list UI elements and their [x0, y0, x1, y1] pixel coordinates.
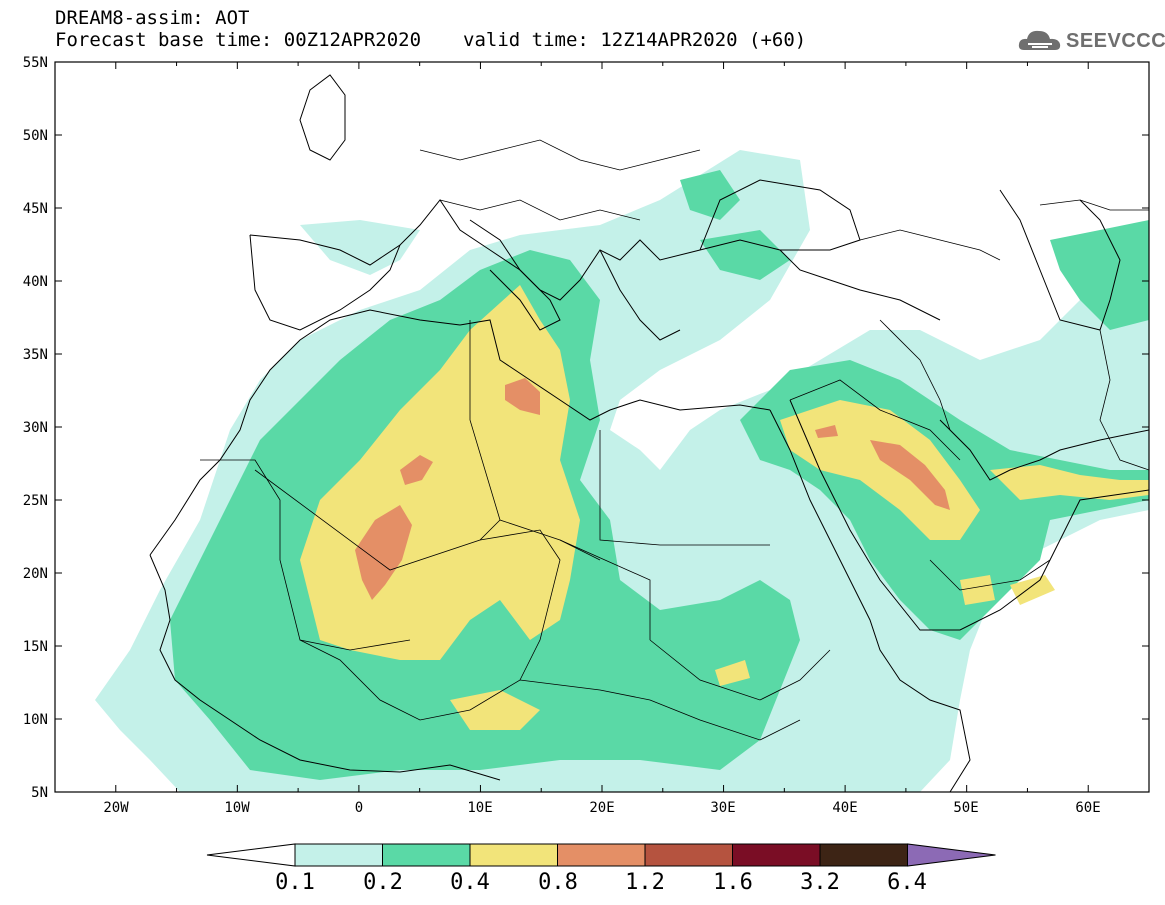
lon-label: 10E: [467, 800, 492, 816]
border-algeria-libya: [469, 320, 601, 561]
border-europe-a: [419, 139, 701, 171]
country-borders: [200, 139, 1149, 741]
aot-medium-balkans: [680, 170, 740, 220]
colorbar-swatch: [819, 843, 908, 867]
aot-field: [55, 62, 1149, 792]
valid-time: valid time: 12Z14APR2020 (+60): [463, 29, 807, 51]
lon-label: 30E: [710, 800, 735, 816]
coast-north-africa: [459, 319, 771, 421]
aot-high-mali: [450, 690, 540, 730]
border-caucasus: [859, 229, 1001, 261]
aot-peak-algeria-north: [400, 455, 433, 485]
aot-light-europe: [300, 220, 420, 275]
coast-arabia: [789, 399, 1149, 631]
colorbar-label: 0.4: [450, 870, 490, 895]
border-europe-b: [439, 199, 641, 221]
border-algeria-mali: [254, 469, 501, 571]
coast-northwest-africa: [149, 309, 461, 556]
aot-peak-syria: [815, 425, 838, 438]
lat-label: 20N: [23, 566, 48, 582]
lon-label: 20W: [103, 800, 129, 816]
coast-italy: [469, 219, 561, 331]
map-title: DREAM8-assim: AOT: [55, 7, 250, 29]
coast-britain: [299, 74, 346, 161]
colorbar-label: 6.4: [887, 870, 927, 895]
lon-label: 40E: [832, 800, 857, 816]
lat-label: 50N: [23, 128, 48, 144]
border-egypt: [599, 430, 770, 546]
time-info: Forecast base time: 00Z12APR2020 valid ti…: [55, 30, 806, 50]
lat-label: 55N: [23, 55, 48, 71]
colorbar-under-triangle: [206, 843, 296, 867]
coast-gulf: [939, 419, 1149, 481]
colorbar-over-triangle: [907, 843, 996, 867]
coastlines: [149, 74, 1149, 792]
aot-peak-algeria-south: [355, 505, 412, 600]
coast-west-africa: [149, 554, 501, 781]
colorbar-label: 1.6: [713, 870, 753, 895]
lat-label: 35N: [23, 347, 48, 363]
lon-label: 0: [355, 800, 363, 816]
colorbar-label: 1.2: [625, 870, 665, 895]
coast-red-sea: [769, 409, 971, 792]
colorbar: [206, 843, 996, 867]
base-time: Forecast base time: 00Z12APR2020: [55, 29, 422, 51]
cloud-icon: [1018, 30, 1061, 50]
colorbar-swatch: [382, 843, 471, 867]
colorbar-label: 3.2: [800, 870, 840, 895]
lon-label: 50E: [953, 800, 978, 816]
lat-label: 30N: [23, 420, 48, 436]
seevccc-logo: SEEVCCC: [1018, 26, 1165, 56]
colorbar-swatch: [294, 843, 383, 867]
lat-label: 15N: [23, 639, 48, 655]
border-libya-chad: [559, 539, 651, 640]
colorbar-label: 0.2: [363, 870, 403, 895]
border-saudi-south: [929, 559, 1051, 591]
aot-peak-libya: [505, 378, 540, 415]
axis-ticks: [54, 61, 1150, 793]
lon-label: 60E: [1075, 800, 1100, 816]
colorbar-label: 0.1: [275, 870, 315, 895]
border-sudan: [649, 639, 831, 701]
lon-label: 20E: [589, 800, 614, 816]
border-kazakhstan: [1039, 199, 1149, 211]
colorbar-swatch: [557, 843, 646, 867]
border-saudi-north: [789, 379, 961, 461]
border-mauritania: [200, 459, 411, 651]
colorbar-swatch: [732, 843, 821, 867]
aot-high-gulf: [990, 465, 1149, 500]
lat-label: 45N: [23, 201, 48, 217]
colorbar-swatch: [469, 843, 558, 867]
colorbar-label: 0.8: [538, 870, 578, 895]
aot-medium-caspian: [1050, 220, 1149, 330]
aot-high-chad: [715, 660, 750, 686]
lat-label: 10N: [23, 712, 48, 728]
border-sahel: [299, 639, 801, 741]
colorbar-swatch: [644, 843, 733, 867]
lat-label: 25N: [23, 493, 48, 509]
aot-high-oman: [960, 575, 995, 605]
lat-label: 5N: [31, 785, 48, 801]
border-iran-east: [1099, 329, 1149, 471]
coast-greece: [599, 249, 681, 341]
coast-iberia: [249, 234, 401, 331]
aot-peak-arabia: [870, 440, 950, 510]
latitude-labels: 55N 50N 45N 40N 35N 30N 25N 20N 15N 10N …: [23, 55, 48, 801]
aot-medium-turkey: [700, 230, 790, 280]
aot-high-yemen: [1010, 575, 1055, 605]
border-iraq-iran: [879, 319, 951, 431]
lat-label: 40N: [23, 274, 48, 290]
longitude-labels: 20W 10W 0 10E 20E 30E 40E 50E 60E: [103, 800, 1100, 816]
border-niger-chad: [479, 529, 561, 681]
logo-text: SEEVCCC: [1066, 30, 1165, 52]
lon-label: 10W: [224, 800, 250, 816]
coast-black-sea: [699, 179, 861, 251]
